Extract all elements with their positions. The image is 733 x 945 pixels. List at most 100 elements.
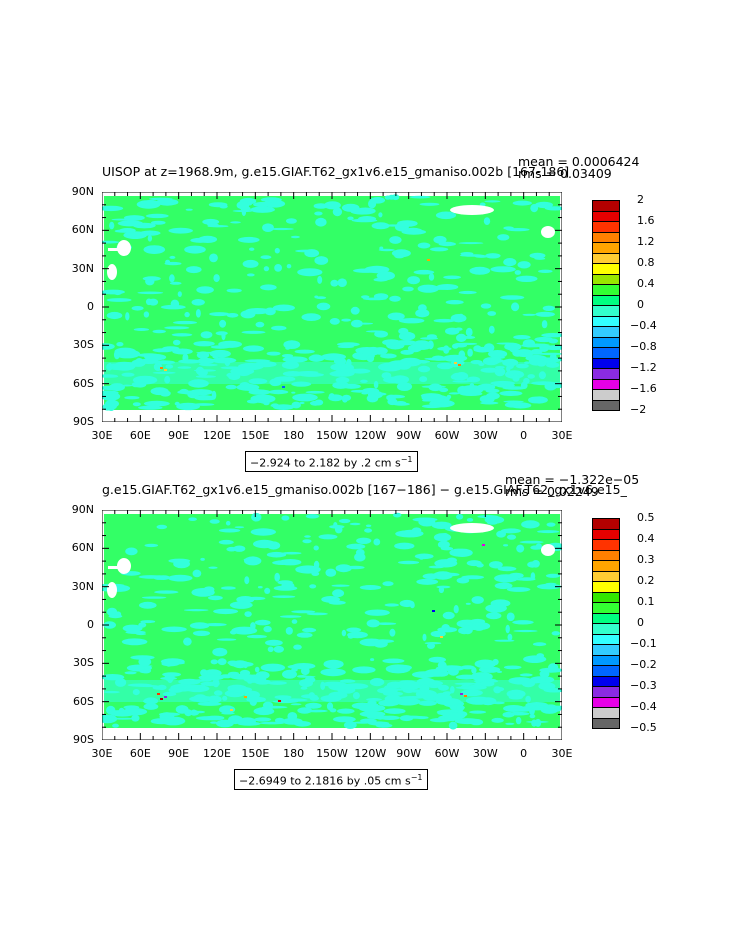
anomaly-patch — [513, 335, 531, 340]
anomaly-patch — [231, 626, 258, 635]
anomaly-patch — [226, 288, 242, 293]
anomaly-patch — [196, 286, 214, 294]
anomaly-patch — [264, 587, 271, 594]
anomaly-patch — [535, 201, 553, 209]
anomaly-patch — [247, 596, 266, 601]
anomaly-patch — [139, 669, 151, 674]
anomaly-patch — [525, 695, 531, 703]
anomaly-patch — [144, 353, 167, 361]
anomaly-patch — [541, 333, 562, 338]
anomaly-patch — [213, 274, 220, 283]
y-tick-label: 90N — [71, 503, 94, 516]
anomaly-patch — [281, 515, 290, 521]
anomaly-patch — [197, 701, 222, 706]
x-tick-label: 90W — [396, 429, 422, 442]
anomaly-patch — [191, 299, 205, 306]
anomaly-patch — [208, 202, 228, 208]
anomaly-patch — [169, 281, 182, 285]
anomaly-patch — [209, 312, 230, 317]
anomaly-patch — [373, 380, 379, 389]
range-text: −2.6949 to 2.1816 by .05 cm s — [239, 774, 411, 788]
anomaly-patch — [393, 512, 402, 518]
anomaly-patch — [536, 583, 562, 590]
anomaly-patch — [254, 679, 271, 685]
anomaly-patch — [538, 269, 553, 273]
anomaly-patch — [164, 375, 171, 384]
colorbar-label: −0.2 — [630, 658, 657, 671]
anomaly-patch — [313, 203, 328, 209]
anomaly-patch — [237, 721, 261, 726]
anomaly-patch — [396, 382, 413, 391]
anomaly-patch — [178, 359, 202, 364]
y-tick-label: 60N — [71, 541, 94, 555]
anomaly-patch — [440, 672, 447, 677]
extreme-value-dot — [157, 693, 160, 695]
anomaly-patch — [517, 261, 531, 269]
anomaly-patch — [299, 675, 316, 678]
anomaly-patch — [330, 279, 339, 287]
anomaly-patch — [527, 561, 538, 568]
anomaly-patch — [309, 696, 320, 701]
anomaly-patch — [185, 208, 193, 211]
anomaly-patch — [218, 539, 234, 545]
anomaly-patch — [294, 349, 315, 354]
anomaly-patch — [373, 538, 381, 546]
anomaly-patch — [124, 671, 137, 675]
anomaly-patch — [315, 217, 327, 227]
anomaly-patch — [263, 266, 270, 272]
anomaly-patch — [122, 708, 148, 716]
anomaly-patch — [273, 645, 284, 653]
anomaly-patch — [121, 638, 148, 646]
y-tick-label: 0 — [87, 618, 94, 631]
anomaly-patch — [291, 668, 298, 672]
anomaly-patch — [302, 539, 312, 544]
anomaly-patch — [139, 230, 161, 236]
anomaly-patch — [523, 377, 530, 384]
anomaly-patch — [347, 631, 368, 639]
colorbar-label: 0.3 — [637, 553, 655, 566]
anomaly-patch — [418, 700, 437, 706]
anomaly-patch — [531, 706, 545, 711]
anomaly-patch — [172, 320, 198, 325]
anomaly-patch — [503, 400, 524, 403]
anomaly-patch — [320, 695, 342, 702]
anomaly-patch — [437, 710, 453, 716]
anomaly-patch — [466, 518, 474, 522]
anomaly-patch — [428, 656, 446, 663]
anomaly-patch — [212, 647, 228, 657]
colorbar-label: 0.1 — [637, 595, 655, 608]
anomaly-patch — [373, 640, 388, 648]
anomaly-patch — [352, 692, 360, 700]
anomaly-patch — [265, 639, 283, 646]
anomaly-patch — [512, 200, 532, 206]
anomaly-patch — [119, 228, 136, 233]
colorbar-label: −0.1 — [630, 637, 657, 650]
anomaly-patch — [454, 682, 479, 685]
anomaly-patch — [115, 678, 127, 687]
anomaly-patches — [102, 194, 562, 411]
y-tick-label: 30S — [73, 656, 94, 670]
anomaly-patch — [525, 720, 549, 723]
anomaly-patch — [219, 705, 236, 714]
anomaly-patch — [186, 266, 202, 274]
anomaly-patch — [496, 342, 516, 345]
anomaly-patch — [248, 378, 268, 385]
anomaly-patch — [341, 318, 351, 322]
anomaly-patch — [387, 312, 405, 321]
map-ticks — [102, 510, 562, 740]
land-island-south — [107, 582, 117, 598]
anomaly-patch — [551, 631, 560, 636]
anomaly-patch — [398, 529, 424, 538]
y-tick-label: 0 — [87, 300, 94, 313]
y-tick-label: 90N — [71, 185, 94, 198]
anomaly-patch — [290, 235, 300, 239]
anomaly-patch — [309, 584, 317, 589]
anomaly-patch — [393, 340, 417, 346]
anomaly-patch — [125, 547, 138, 556]
anomaly-patch — [266, 551, 287, 558]
anomaly-patch — [377, 687, 398, 694]
anomaly-patch — [502, 358, 519, 367]
anomaly-patch — [150, 387, 169, 396]
anomaly-patch — [391, 194, 400, 201]
anomaly-patch — [195, 375, 216, 378]
